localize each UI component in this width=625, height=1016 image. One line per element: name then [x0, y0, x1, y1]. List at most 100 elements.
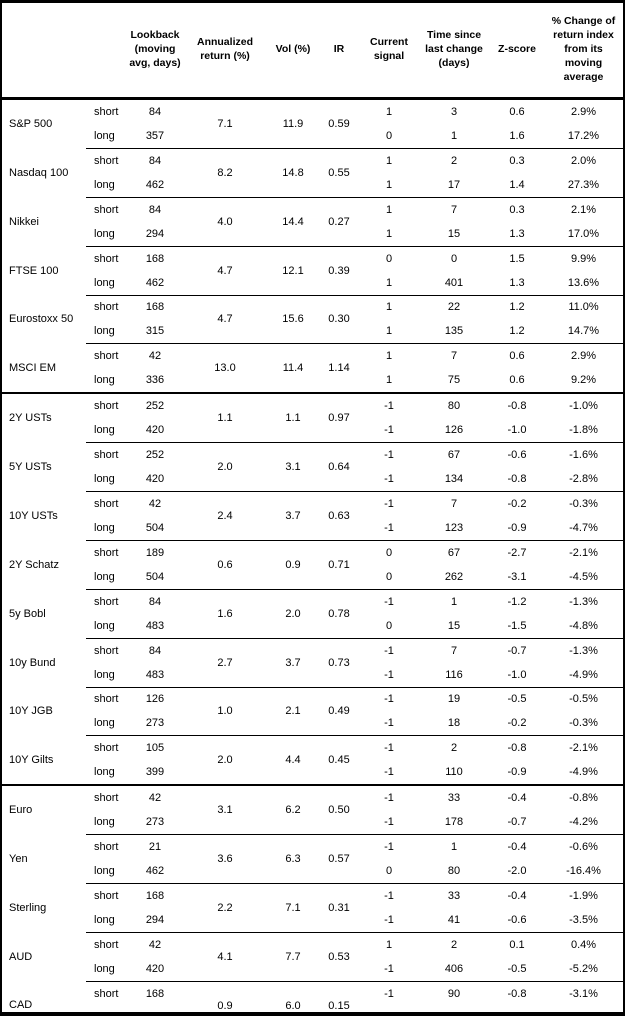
pct-change-value: 9.2%	[570, 374, 597, 387]
days-since-change-value: 67	[418, 442, 490, 468]
pct-change-value: -1.0%	[544, 392, 623, 419]
instrument-row-long: long 294 1 15 1.3 17.0%	[2, 222, 623, 246]
lookback-value: 294	[145, 913, 165, 926]
zscore-value: 1.3	[509, 276, 525, 289]
instrument-row-short: 2Y Schatz short 189 0.6 0.9 0.71 0 67 -2.7 -2.1%	[2, 539, 623, 590]
lookback-value: 357	[145, 129, 165, 142]
zscore-value: -0.2	[507, 717, 527, 730]
annualized-return-value: 1.0	[182, 686, 268, 736]
ir-value: 0.30	[318, 294, 360, 344]
instrument-row-long: long 483 -1 116 -1.0 -4.9%	[2, 663, 623, 687]
pct-change-value: 2.9%	[570, 105, 597, 118]
instrument-row-short: Yen short 21 3.6 6.3 0.57 -1 1 -0.4 -0.6%	[2, 834, 623, 884]
pct-change-value: 27.3%	[567, 178, 600, 191]
instrument-row-short: Nikkei short 84 4.0 14.4 0.27 1 7 0.3 2.1%	[2, 196, 623, 247]
instrument-row-long: long 399 -1 110 -0.9 -4.9%	[2, 760, 623, 785]
annualized-return-value: 4.0	[182, 196, 268, 247]
vol-value: 14.8	[268, 147, 318, 198]
signal-value: -1	[384, 521, 394, 534]
days-since-change-value: 17	[447, 178, 461, 191]
days-since-change-value: 401	[444, 276, 464, 289]
ir-value: 0.15	[318, 980, 360, 1012]
instrument-row-short: AUD short 42 4.1 7.7 0.53 1 2 0.1 0.4%	[2, 931, 623, 982]
vol-value: 6.0	[268, 980, 318, 1012]
lookback-value: 168	[128, 294, 182, 320]
zscore-value: 0.3	[490, 196, 544, 222]
days-since-change-value: 110	[445, 766, 463, 779]
signal-value: 1	[360, 196, 418, 222]
lookback-value: 504	[145, 521, 165, 534]
days-since-change-value: 15	[447, 619, 461, 632]
instrument-row-long: long 273 -1 18 -0.2 -0.3%	[2, 711, 623, 735]
position-label: long	[94, 962, 115, 975]
position-label: short	[86, 539, 128, 565]
col-header-current-signal: Current signal	[360, 3, 418, 100]
days-since-change-value: 2	[418, 931, 490, 957]
pct-change-value: -1.9%	[544, 882, 623, 908]
vol-value: 3.7	[268, 491, 318, 541]
ir-value: 0.27	[318, 196, 360, 247]
zscore-value: 0.6	[490, 343, 544, 369]
col-header-pct-change: % Change of return index from its moving…	[544, 3, 623, 100]
days-since-change-value: 3	[450, 105, 458, 118]
vol-value: 7.7	[268, 931, 318, 982]
signal-value: -1	[384, 473, 394, 486]
position-label: short	[86, 686, 128, 712]
instrument-row-long: long 504 -1 123 -0.9 -4.7%	[2, 516, 623, 540]
pct-change-value: -4.5%	[569, 570, 598, 583]
position-label: short	[86, 343, 128, 369]
position-label: long	[94, 227, 115, 240]
pct-change-value: 17.0%	[567, 227, 600, 240]
pct-change-value: 17.2%	[567, 129, 600, 142]
vol-value: 15.6	[268, 294, 318, 344]
header-row: Lookback (moving avg, days) Annualized r…	[2, 3, 623, 100]
annualized-return-value: 7.1	[217, 117, 233, 130]
days-since-change-value: 22	[418, 294, 490, 320]
instrument-name: 10Y JGB	[9, 705, 53, 718]
lookback-value: 252	[128, 442, 182, 468]
ir-value: 0.63	[318, 491, 360, 541]
position-label: long	[94, 129, 115, 142]
signal-value: 1	[385, 276, 393, 289]
signal-value: -1	[360, 1006, 418, 1013]
position-label: short	[86, 931, 128, 957]
signal-value: -1	[384, 816, 394, 829]
pct-change-value: -3.1%	[544, 980, 623, 1006]
lookback-value: 483	[145, 619, 165, 632]
zscore-value: -1.0	[507, 668, 527, 681]
annualized-return-value: 4.7	[182, 245, 268, 295]
instrument-name: 10Y USTs	[9, 509, 58, 522]
instrument-name: S&P 500	[9, 118, 53, 131]
instrument-row-short: MSCI EM short 42 13.0 11.4 1.14 1 7 0.6 2.9%	[2, 343, 623, 394]
instrument-name: Sterling	[9, 901, 47, 914]
instrument-name: Nasdaq 100	[9, 166, 69, 179]
instrument-name: 2Y Schatz	[9, 558, 59, 571]
ir-value: 0.64	[318, 442, 360, 492]
col-header-zscore: Z-score	[490, 3, 544, 100]
signal-value: 0	[385, 129, 393, 142]
zscore-value: -0.2	[490, 490, 544, 516]
annualized-return-value: 0.6	[182, 539, 268, 590]
annualized-return-value: 1.1	[182, 392, 268, 443]
ir-value: 0.78	[318, 588, 360, 639]
instrument-name: Nikkei	[9, 215, 39, 228]
lookback-value: 462	[145, 178, 165, 191]
days-since-change-value: 41	[447, 913, 461, 926]
days-since-change-value: 7	[418, 637, 490, 663]
ir-value: 0.57	[318, 834, 360, 884]
days-since-change-value: 126	[444, 424, 464, 437]
days-since-change-value: 262	[444, 570, 464, 583]
instrument-name: Eurostoxx 50	[9, 313, 74, 326]
signal-value: 1	[360, 931, 418, 957]
col-header-annualized-return: Annualized return (%)	[182, 3, 268, 100]
pct-change-value: 2.0%	[544, 147, 623, 173]
signal-value: 1	[385, 178, 393, 191]
lookback-value: 168	[128, 245, 182, 271]
lookback-value: 504	[128, 1006, 182, 1013]
signal-value: 1	[360, 294, 418, 320]
zscore-value: -0.9	[507, 766, 527, 779]
zscore-value: -1.1	[490, 1006, 544, 1013]
signal-value: -1	[360, 588, 418, 614]
lookback-value: 273	[145, 816, 165, 829]
